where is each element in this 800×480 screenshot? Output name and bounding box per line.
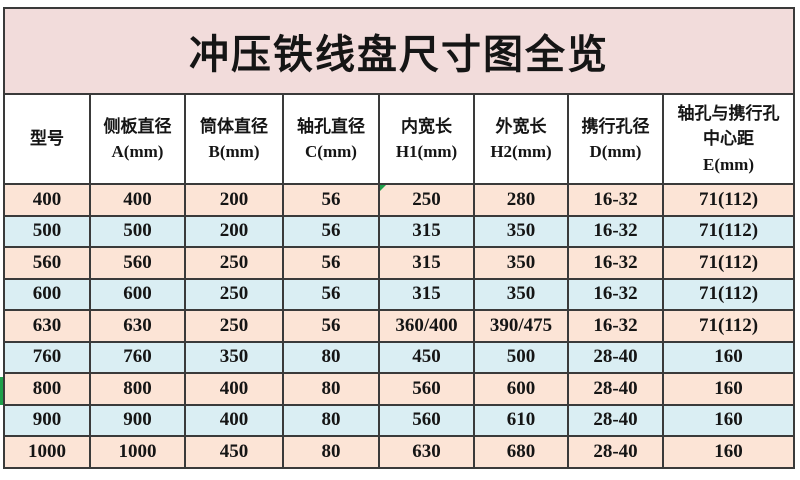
page-title: 冲压铁线盘尺寸图全览 bbox=[3, 7, 795, 95]
table-cell: 56 bbox=[282, 246, 380, 280]
table-cell: 56 bbox=[282, 214, 380, 248]
table-cell: 630 bbox=[89, 309, 186, 343]
table-cell: 160 bbox=[662, 372, 795, 406]
column-header-7: 轴孔与携行孔 中心距 E(mm) bbox=[662, 93, 795, 185]
table-cell: 900 bbox=[3, 403, 91, 437]
table-cell: 350 bbox=[473, 277, 569, 311]
table-cell: 1000 bbox=[3, 435, 91, 469]
column-header-3: 轴孔直径 C(mm) bbox=[282, 93, 380, 185]
table-cell: 760 bbox=[89, 340, 186, 374]
table-cell: 16-32 bbox=[567, 277, 664, 311]
table-cell: 56 bbox=[282, 277, 380, 311]
table-cell: 560 bbox=[378, 403, 475, 437]
cell-error-marker-icon bbox=[381, 185, 386, 191]
table-cell: 400 bbox=[89, 183, 186, 217]
left-edge-marker bbox=[0, 377, 3, 405]
table-cell: 160 bbox=[662, 435, 795, 469]
header-row: 型号 侧板直径 A(mm) 筒体直径 B(mm) 轴孔直径 C(mm) 内宽长 H1(mm) 外宽… bbox=[3, 93, 795, 185]
table-cell: 56 bbox=[282, 183, 380, 217]
table-cell: 350 bbox=[184, 340, 284, 374]
table-cell: 630 bbox=[378, 435, 475, 469]
table-row-4: 630 630 250 56 360/400 390/475 16-32 71(112) bbox=[3, 309, 795, 343]
column-header-0: 型号 bbox=[3, 93, 91, 185]
table-cell: 28-40 bbox=[567, 435, 664, 469]
table-cell: 28-40 bbox=[567, 340, 664, 374]
table-cell: 200 bbox=[184, 183, 284, 217]
table-cell: 28-40 bbox=[567, 403, 664, 437]
table-cell: 250 bbox=[184, 246, 284, 280]
table-cell: 71(112) bbox=[662, 246, 795, 280]
column-header-4: 内宽长 H1(mm) bbox=[378, 93, 475, 185]
table-cell: 610 bbox=[473, 403, 569, 437]
table-cell: 560 bbox=[378, 372, 475, 406]
table-cell: 160 bbox=[662, 340, 795, 374]
table-row-8: 1000 1000 450 80 630 680 28-40 160 bbox=[3, 435, 795, 469]
table-cell: 400 bbox=[3, 183, 91, 217]
table-cell: 560 bbox=[89, 246, 186, 280]
table-cell: 16-32 bbox=[567, 183, 664, 217]
table-cell: 71(112) bbox=[662, 277, 795, 311]
table-cell: 315 bbox=[378, 214, 475, 248]
column-header-1: 侧板直径 A(mm) bbox=[89, 93, 186, 185]
table-body: 400 400 200 56 250 280 16-32 71(112) 500 500 200 56… bbox=[3, 183, 795, 469]
table-cell: 400 bbox=[184, 372, 284, 406]
table-cell: 16-32 bbox=[567, 246, 664, 280]
table-row-2: 560 560 250 56 315 350 16-32 71(112) bbox=[3, 246, 795, 280]
table-cell: 71(112) bbox=[662, 183, 795, 217]
table-cell: 315 bbox=[378, 277, 475, 311]
size-table: 冲压铁线盘尺寸图全览 型号 侧板直径 A(mm) 筒体直径 B(mm) 轴孔直径 C(mm)… bbox=[3, 7, 795, 469]
table-cell: 800 bbox=[89, 372, 186, 406]
table-cell: 16-32 bbox=[567, 309, 664, 343]
table-cell: 450 bbox=[184, 435, 284, 469]
table-cell: 350 bbox=[473, 214, 569, 248]
table-cell: 760 bbox=[3, 340, 91, 374]
table-cell: 400 bbox=[184, 403, 284, 437]
table-cell: 360/400 bbox=[378, 309, 475, 343]
table-cell: 600 bbox=[89, 277, 186, 311]
column-header-5: 外宽长 H2(mm) bbox=[473, 93, 569, 185]
table-cell: 71(112) bbox=[662, 214, 795, 248]
table-row-6: 800 800 400 80 560 600 28-40 160 bbox=[3, 372, 795, 406]
table-row-3: 600 600 250 56 315 350 16-32 71(112) bbox=[3, 277, 795, 311]
table-cell: 28-40 bbox=[567, 372, 664, 406]
table-cell: 800 bbox=[3, 372, 91, 406]
table-cell: 600 bbox=[473, 372, 569, 406]
column-header-2: 筒体直径 B(mm) bbox=[184, 93, 284, 185]
table-cell: 56 bbox=[282, 309, 380, 343]
table-cell: 350 bbox=[473, 246, 569, 280]
table-cell: 80 bbox=[282, 403, 380, 437]
table-cell: 600 bbox=[3, 277, 91, 311]
table-cell: 16-32 bbox=[567, 214, 664, 248]
table-cell: 900 bbox=[89, 403, 186, 437]
title-row: 冲压铁线盘尺寸图全览 bbox=[3, 7, 795, 95]
table-cell: 500 bbox=[89, 214, 186, 248]
table-cell: 680 bbox=[473, 435, 569, 469]
table-row-7: 900 900 400 80 560 610 28-40 160 bbox=[3, 403, 795, 437]
table-cell: 200 bbox=[184, 214, 284, 248]
table-cell: 560 bbox=[3, 246, 91, 280]
column-header-6: 携行孔径 D(mm) bbox=[567, 93, 664, 185]
table-cell: 71(112) bbox=[662, 309, 795, 343]
table-cell: 160 bbox=[662, 403, 795, 437]
table-cell: 80 bbox=[282, 435, 380, 469]
table-cell: 250 bbox=[184, 277, 284, 311]
table-cell: 450 bbox=[378, 340, 475, 374]
table-cell: 315 bbox=[378, 246, 475, 280]
table-cell: 280 bbox=[473, 183, 569, 217]
table-cell: 250 bbox=[378, 183, 475, 217]
table-cell: 500 bbox=[473, 340, 569, 374]
table-row-0: 400 400 200 56 250 280 16-32 71(112) bbox=[3, 183, 795, 217]
table-cell: 80 bbox=[282, 372, 380, 406]
table-cell: 500 bbox=[3, 214, 91, 248]
table-cell: 630 bbox=[3, 309, 91, 343]
table-row-1: 500 500 200 56 315 350 16-32 71(112) bbox=[3, 214, 795, 248]
table-row-5: 760 760 350 80 450 500 28-40 160 bbox=[3, 340, 795, 374]
table-cell: 80 bbox=[282, 340, 380, 374]
table-cell: 250 bbox=[184, 309, 284, 343]
table-cell: 390/475 bbox=[473, 309, 569, 343]
table-cell: 1000 bbox=[89, 435, 186, 469]
